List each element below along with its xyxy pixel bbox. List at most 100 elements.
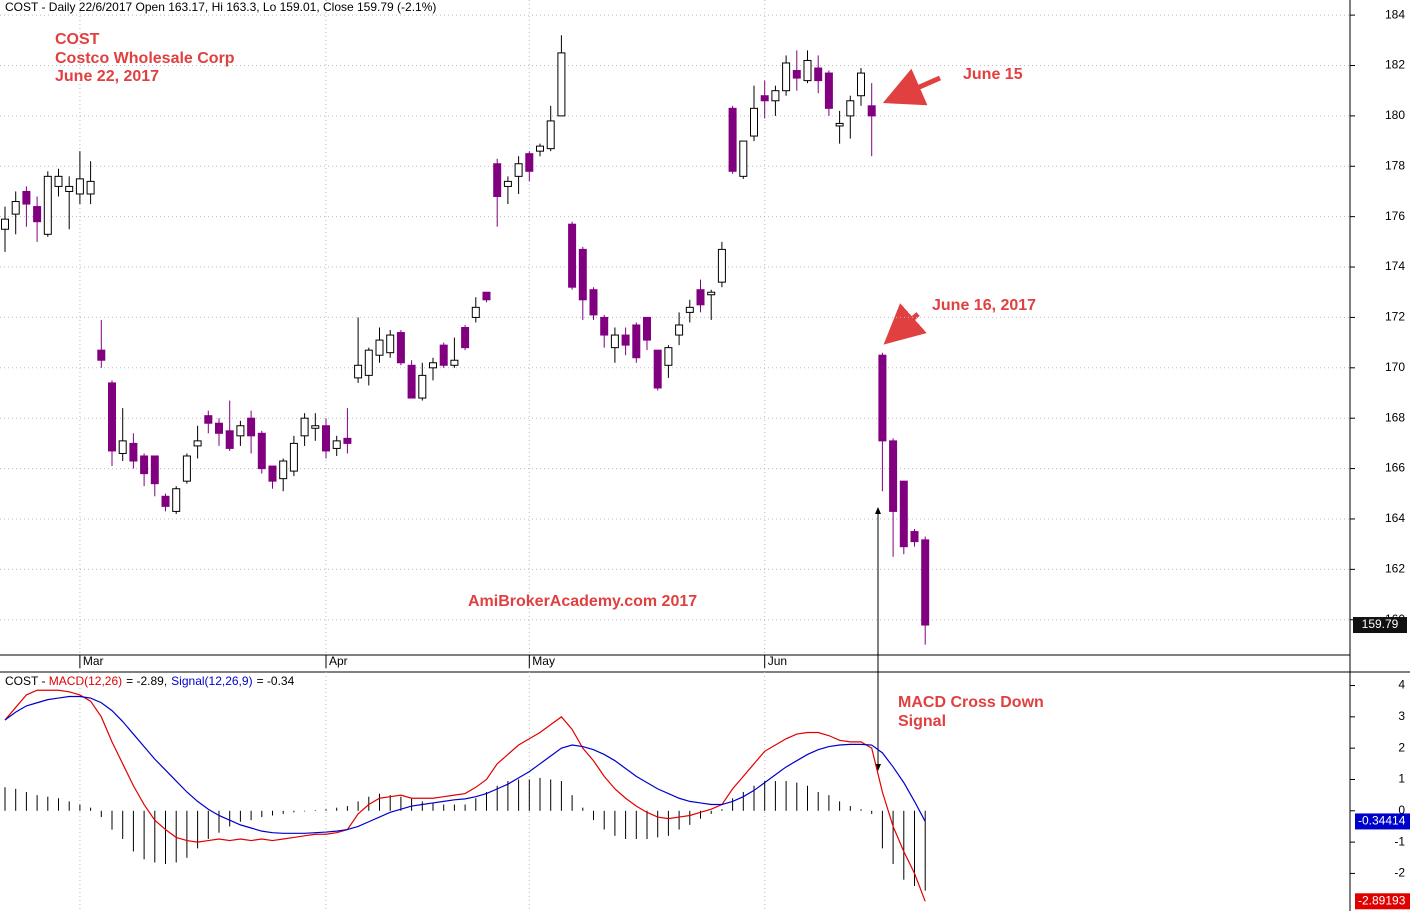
y-tick-label: 174 xyxy=(1385,259,1405,273)
candle-body xyxy=(578,248,587,301)
candle-body xyxy=(600,316,609,336)
candle-body xyxy=(589,289,598,316)
candle-body xyxy=(482,291,491,301)
candle-body xyxy=(22,190,31,205)
candle-body xyxy=(707,291,716,296)
legend-value: = -2.89, xyxy=(126,674,167,688)
y-tick-label: 182 xyxy=(1385,58,1405,72)
candle-body xyxy=(857,72,865,97)
candle-body xyxy=(536,145,544,152)
candle-body xyxy=(386,334,395,354)
candle-body xyxy=(161,495,170,507)
x-tick-label: Apr xyxy=(329,654,348,668)
candle-body xyxy=(375,339,384,356)
y-tick-label: 170 xyxy=(1385,360,1405,374)
candle-body xyxy=(803,59,812,82)
y-tick-label: 0 xyxy=(1398,803,1405,817)
candle-body xyxy=(717,248,726,283)
candle-body xyxy=(728,107,737,172)
candle-body xyxy=(643,316,651,341)
candle-body xyxy=(429,362,437,369)
candle-body xyxy=(75,178,84,195)
x-tick-label: May xyxy=(532,654,555,668)
candle-body xyxy=(193,440,202,447)
candle-body xyxy=(300,417,309,437)
annotation: June 22, 2017 xyxy=(55,68,159,85)
arrow xyxy=(883,303,927,345)
candle-body xyxy=(889,440,898,512)
last-value-box xyxy=(1355,813,1410,830)
candle-body xyxy=(503,180,512,187)
y-tick-label: 176 xyxy=(1385,209,1405,223)
annotation: MACD Cross Down xyxy=(898,694,1044,711)
annotation: Costco Wholesale Corp xyxy=(55,50,235,67)
y-tick-label: 1 xyxy=(1398,772,1405,786)
candle-body xyxy=(150,455,159,485)
candle-body xyxy=(664,347,673,366)
candle-body xyxy=(43,175,52,235)
x-tick-label: Jun xyxy=(768,654,787,668)
candle-body xyxy=(610,334,619,349)
candle-body xyxy=(118,440,127,454)
y-tick-label: 2 xyxy=(1398,740,1405,754)
candle-body xyxy=(568,223,577,288)
candle-body xyxy=(215,422,223,434)
candle-body xyxy=(557,52,566,117)
candle-body xyxy=(750,107,758,137)
candle-body xyxy=(546,120,555,150)
candle-body xyxy=(792,70,801,79)
candle-body xyxy=(65,185,74,192)
candle-body xyxy=(11,201,20,215)
candle-body xyxy=(364,349,373,376)
last-value-label: -2.89193 xyxy=(1358,893,1406,907)
candle-body xyxy=(257,432,266,470)
annotation: Signal xyxy=(898,713,946,730)
candle-body xyxy=(407,364,416,399)
annotation: COST xyxy=(55,31,100,48)
last-value-label: 159.79 xyxy=(1362,617,1399,631)
candle-body xyxy=(846,100,855,117)
candle-body xyxy=(108,382,116,452)
candle-body xyxy=(835,122,844,127)
candle-body xyxy=(86,180,95,195)
candle-body xyxy=(332,440,341,449)
candle-body xyxy=(439,344,448,366)
candle-body xyxy=(97,349,106,361)
candle-body xyxy=(343,437,352,444)
candle-body xyxy=(247,417,256,437)
candle-body xyxy=(760,95,769,102)
candle-body xyxy=(172,488,181,512)
candle-body xyxy=(910,531,919,543)
candle-body xyxy=(824,72,833,109)
candle-body xyxy=(129,442,138,462)
candle-body xyxy=(204,415,213,424)
candle-body xyxy=(268,465,277,482)
legend-value: = -0.34 xyxy=(257,674,295,688)
y-tick-label: 4 xyxy=(1398,678,1405,692)
last-value-label: -0.34414 xyxy=(1358,814,1406,828)
chart-title: COST - Daily 22/6/2017 Open 163.17, Hi 1… xyxy=(5,0,436,14)
annotation: AmiBrokerAcademy.com 2017 xyxy=(468,593,697,610)
indicator-line xyxy=(4,695,926,834)
legend-entry: Signal(12,26,9) xyxy=(171,674,252,688)
y-tick-label: -1 xyxy=(1394,834,1405,848)
y-tick-label: 3 xyxy=(1398,709,1405,723)
candle-body xyxy=(696,289,705,306)
candle-body xyxy=(867,105,876,117)
candle-body xyxy=(140,455,149,475)
candle-body xyxy=(1,218,9,230)
y-tick-label: 164 xyxy=(1385,511,1405,525)
candle-body xyxy=(814,67,823,82)
candle-body xyxy=(771,90,780,102)
y-tick-label: 180 xyxy=(1385,108,1405,122)
y-tick-label: 168 xyxy=(1385,410,1405,424)
arrow xyxy=(882,68,942,106)
y-tick-label: 166 xyxy=(1385,461,1405,475)
candle-body xyxy=(322,425,330,452)
last-value-box xyxy=(1355,893,1410,910)
candle-body xyxy=(739,140,748,177)
candle-body xyxy=(899,480,908,548)
candle-body xyxy=(182,455,191,482)
candle-body xyxy=(525,153,534,172)
annotation: June 15 xyxy=(963,66,1023,83)
